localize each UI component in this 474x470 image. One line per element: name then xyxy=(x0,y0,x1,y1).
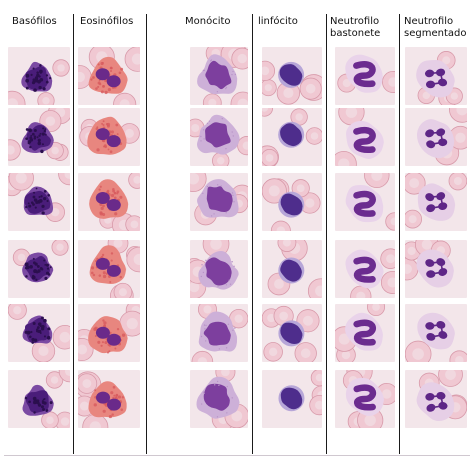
linfocito-cell-image xyxy=(262,173,322,231)
neutrofilo-segmentado-micrograph xyxy=(405,173,467,231)
neutrofilo-bastonete-cell-image xyxy=(335,173,395,231)
linfocito-cell-image xyxy=(262,108,322,166)
neutrofilo-segmentado-micrograph xyxy=(405,240,467,298)
monocito-cell-image xyxy=(190,173,248,231)
header-linfocito: linfócito xyxy=(258,16,298,27)
header-basofilos: Basófilos xyxy=(12,16,57,27)
basofilos-micrograph xyxy=(8,108,70,166)
basofilos-cell-image xyxy=(8,240,70,298)
column-divider-1 xyxy=(73,14,74,454)
eosinofilos-micrograph xyxy=(78,173,140,231)
basofilos-micrograph xyxy=(8,47,70,105)
linfocito-micrograph xyxy=(262,173,322,231)
column-neutrofilo-segmentado xyxy=(405,47,467,442)
monocito-micrograph xyxy=(190,108,248,166)
eosinofilos-cell-image xyxy=(78,240,140,298)
neutrofilo-segmentado-cell-image xyxy=(405,240,467,298)
linfocito-cell-image xyxy=(262,47,322,105)
column-divider-2 xyxy=(146,14,147,454)
column-divider-3 xyxy=(252,14,253,454)
linfocito-micrograph xyxy=(262,304,322,362)
basofilos-cell-image xyxy=(8,370,70,428)
linfocito-cell-image xyxy=(262,240,322,298)
neutrofilo-segmentado-cell-image xyxy=(405,173,467,231)
basofilos-micrograph xyxy=(8,370,70,428)
neutrofilo-bastonete-micrograph xyxy=(335,240,395,298)
basofilos-cell-image xyxy=(8,304,70,362)
monocito-micrograph xyxy=(190,240,248,298)
neutrofilo-segmentado-cell-image xyxy=(405,370,467,428)
column-basofilos xyxy=(8,47,70,442)
bottom-rule xyxy=(4,455,470,456)
neutrofilo-bastonete-micrograph xyxy=(335,304,395,362)
eosinofilos-cell-image xyxy=(78,304,140,362)
eosinofilos-micrograph xyxy=(78,304,140,362)
column-divider-4 xyxy=(326,14,327,454)
column-neutrofilo-bastonete xyxy=(335,47,395,442)
neutrofilo-bastonete-cell-image xyxy=(335,240,395,298)
header-monocito: Monócito xyxy=(185,16,231,27)
monocito-micrograph xyxy=(190,47,248,105)
eosinofilos-cell-image xyxy=(78,108,140,166)
monocito-micrograph xyxy=(190,304,248,362)
neutrofilo-bastonete-cell-image xyxy=(335,108,395,166)
eosinofilos-micrograph xyxy=(78,370,140,428)
basofilos-cell-image xyxy=(8,47,70,105)
monocito-cell-image xyxy=(190,47,248,105)
monocito-cell-image xyxy=(190,304,248,362)
linfocito-cell-image xyxy=(262,370,322,428)
monocito-micrograph xyxy=(190,173,248,231)
neutrofilo-segmentado-cell-image xyxy=(405,47,467,105)
column-divider-5 xyxy=(399,14,400,454)
column-eosinofilos xyxy=(78,47,140,442)
neutrofilo-segmentado-micrograph xyxy=(405,47,467,105)
basofilos-micrograph xyxy=(8,304,70,362)
neutrofilo-bastonete-cell-image xyxy=(335,304,395,362)
neutrofilo-segmentado-cell-image xyxy=(405,108,467,166)
eosinofilos-cell-image xyxy=(78,47,140,105)
column-linfocito xyxy=(262,47,322,442)
basofilos-cell-image xyxy=(8,173,70,231)
header-neutrofilo-segmentado: Neutrofilo segmentado xyxy=(404,16,467,39)
linfocito-micrograph xyxy=(262,370,322,428)
neutrofilo-bastonete-micrograph xyxy=(335,47,395,105)
neutrofilo-bastonete-cell-image xyxy=(335,370,395,428)
monocito-cell-image xyxy=(190,370,248,428)
eosinofilos-cell-image xyxy=(78,173,140,231)
monocito-micrograph xyxy=(190,370,248,428)
eosinofilos-micrograph xyxy=(78,108,140,166)
neutrofilo-bastonete-micrograph xyxy=(335,370,395,428)
neutrofilo-bastonete-micrograph xyxy=(335,108,395,166)
eosinofilos-cell-image xyxy=(78,370,140,428)
eosinofilos-micrograph xyxy=(78,47,140,105)
linfocito-micrograph xyxy=(262,47,322,105)
linfocito-cell-image xyxy=(262,304,322,362)
neutrofilo-bastonete-cell-image xyxy=(335,47,395,105)
basofilos-micrograph xyxy=(8,173,70,231)
neutrofilo-segmentado-cell-image xyxy=(405,304,467,362)
header-neutrofilo-bastonete: Neutrofilo bastonete xyxy=(330,16,381,39)
linfocito-micrograph xyxy=(262,240,322,298)
basofilos-micrograph xyxy=(8,240,70,298)
basofilos-cell-image xyxy=(8,108,70,166)
header-eosinofilos: Eosinófilos xyxy=(80,16,134,27)
neutrofilo-segmentado-micrograph xyxy=(405,108,467,166)
neutrofilo-segmentado-micrograph xyxy=(405,370,467,428)
neutrofilo-segmentado-micrograph xyxy=(405,304,467,362)
linfocito-micrograph xyxy=(262,108,322,166)
neutrofilo-bastonete-micrograph xyxy=(335,173,395,231)
monocito-cell-image xyxy=(190,240,248,298)
eosinofilos-micrograph xyxy=(78,240,140,298)
column-monocito xyxy=(190,47,248,442)
monocito-cell-image xyxy=(190,108,248,166)
